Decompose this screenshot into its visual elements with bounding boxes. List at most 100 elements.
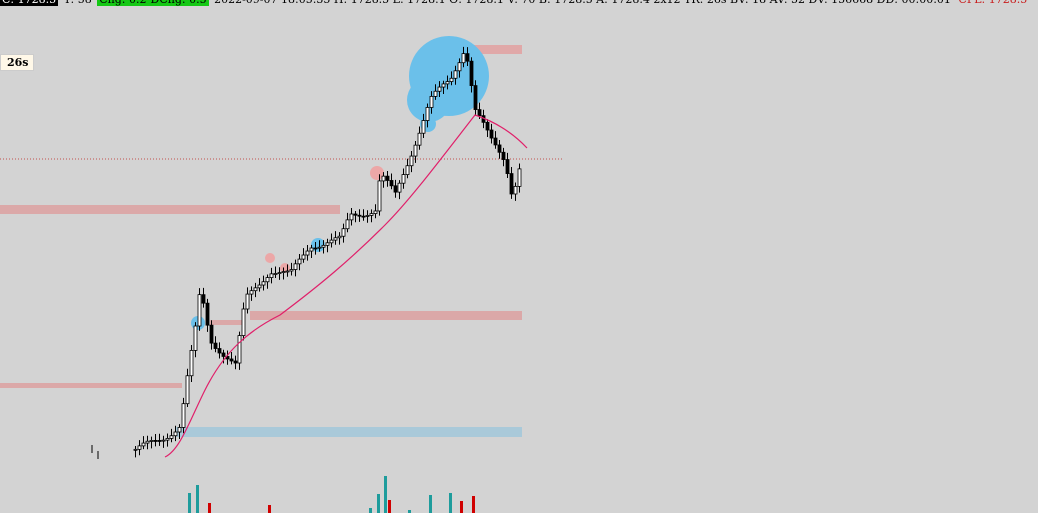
candle-body: [201, 294, 206, 304]
volume-bar: [384, 476, 387, 513]
candle-body: [493, 137, 498, 146]
bar-info: 2022-09-07 18:05:35 H: 1728.5 L: 1728.1 …: [212, 0, 953, 6]
volume-bar: [196, 485, 199, 513]
candle-body: [321, 244, 326, 248]
candle-body: [433, 90, 438, 97]
candle-body: [517, 168, 522, 187]
zone: [210, 320, 242, 325]
candle-body: [333, 237, 338, 241]
zone: [470, 45, 522, 54]
volume-bar: [408, 510, 411, 513]
candle-body: [329, 239, 334, 244]
candle-body: [505, 159, 510, 174]
candle-body: [397, 182, 402, 193]
candle-body: [313, 247, 318, 250]
candle-body: [213, 342, 218, 349]
candle-body: [169, 435, 174, 439]
candle-body: [141, 442, 146, 447]
tick-count: T: 58: [62, 0, 94, 6]
candle-body: [257, 284, 262, 289]
volume-bar: [377, 494, 380, 513]
candle-body: [501, 151, 506, 160]
candle-body: [281, 271, 286, 273]
candle-body: [277, 272, 282, 274]
candle-body: [297, 258, 302, 265]
candle-body: [477, 109, 482, 117]
candle-body: [385, 175, 390, 181]
candle-body: [285, 270, 290, 273]
zone: [0, 383, 182, 388]
volume-bar: [208, 503, 211, 513]
candle-body: [193, 325, 198, 351]
candle-body: [469, 60, 474, 86]
candles: [91, 46, 522, 459]
candle-body: [437, 86, 442, 92]
candle-body: [273, 273, 278, 275]
candle-body: [245, 293, 250, 310]
zone: [0, 205, 340, 214]
candle-body: [429, 95, 434, 108]
candle-body: [145, 440, 150, 444]
candle-body: [249, 290, 254, 295]
candle-body: [365, 215, 370, 217]
candle-body: [133, 448, 138, 451]
daily-change: DChg: 0.5: [148, 0, 209, 6]
candle-body: [149, 440, 154, 442]
candle-body: [233, 360, 238, 364]
candle-body: [261, 281, 266, 286]
candle-body: [265, 277, 270, 283]
candle-body: [421, 120, 426, 134]
candle-body: [461, 53, 466, 64]
candle-body: [489, 129, 494, 139]
candle-body: [497, 144, 502, 153]
candle-body: [381, 175, 386, 182]
candle-body: [389, 180, 394, 187]
candle-body: [445, 81, 450, 85]
candle-body: [293, 263, 298, 270]
candle-body: [393, 185, 398, 193]
candle-body: [165, 438, 170, 441]
candle-body: [153, 440, 158, 442]
candle-body: [253, 287, 258, 292]
status-bar: C: 1728.5 T: 58 Chg: 0.2DChg: 0.5 2022-0…: [0, 0, 1029, 7]
candle-body: [341, 228, 346, 237]
candle-body: [337, 235, 342, 239]
candle-body: [289, 269, 294, 272]
candle-body: [353, 213, 358, 216]
candle-body: [369, 213, 374, 216]
candle-body: [157, 440, 162, 442]
candle-body: [441, 83, 446, 88]
timer-badge: 26s: [0, 54, 34, 71]
candle-body: [453, 70, 458, 79]
close-price: C: 1728.5: [0, 0, 59, 6]
candle-body: [197, 294, 202, 327]
candle-body: [185, 375, 190, 405]
bubbles: [191, 36, 489, 330]
volume-bar: [460, 501, 463, 513]
candle-body: [465, 53, 470, 62]
volume-bar: [388, 500, 391, 513]
candle-body: [221, 352, 226, 357]
candle-body: [413, 144, 418, 157]
zones: [0, 45, 563, 437]
current-price: CPL: 1728.5: [956, 0, 1029, 6]
candle-body: [269, 273, 274, 278]
candle-body: [409, 155, 414, 167]
candle-body: [401, 174, 406, 184]
volume-bar: [268, 505, 271, 513]
candle-body: [137, 445, 142, 450]
candle-body: [205, 302, 210, 326]
candle-body: [173, 431, 178, 437]
candle-body: [377, 180, 382, 212]
candle-body: [209, 324, 214, 344]
change: Chg: 0.2: [97, 0, 149, 6]
candle-body: [177, 427, 182, 433]
candle-body: [417, 132, 422, 146]
candle-body: [317, 246, 322, 249]
bubble: [265, 253, 275, 263]
candle-body: [229, 358, 234, 362]
candle-body: [325, 242, 330, 246]
zone: [250, 311, 522, 320]
